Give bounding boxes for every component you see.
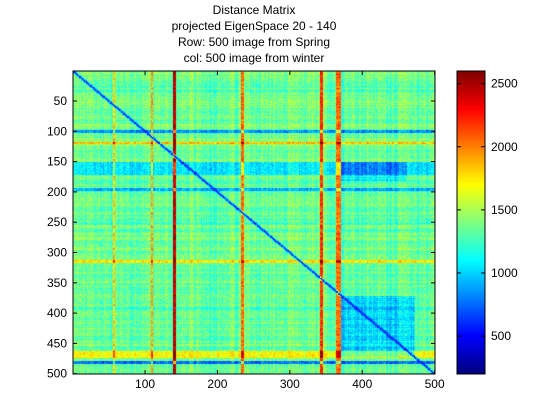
heatmap-image [73, 71, 435, 374]
colorbar-frame [456, 70, 486, 375]
x-tick-label: 500 [425, 377, 445, 391]
x-tick-label: 400 [352, 377, 372, 391]
y-tick-label: 400 [47, 306, 67, 320]
heatmap-plot-area: 100 200 300 400 500 50 100 150 200 250 300 350 400 4… [47, 70, 445, 391]
title-line-1: Distance Matrix [213, 3, 296, 17]
y-tick-label: 450 [47, 336, 67, 350]
chart-title: Distance Matrix projected EigenSpace 20 … [172, 3, 337, 65]
colorbar-axis: 500 1000 1500 2000 2500 [457, 77, 518, 343]
y-axis: 50 100 150 200 250 300 350 400 450 500 [47, 94, 435, 381]
colorbar-tick-label: 1000 [491, 266, 518, 280]
colorbar: 500 1000 1500 2000 2500 [456, 70, 518, 375]
y-tick-label: 300 [47, 245, 67, 259]
y-tick-label: 100 [47, 124, 67, 138]
y-tick-label: 150 [47, 155, 67, 169]
y-tick-label: 350 [47, 276, 67, 290]
y-tick-label: 200 [47, 185, 67, 199]
colorbar-image-container [457, 71, 485, 374]
title-line-2: projected EigenSpace 20 - 140 [172, 19, 337, 33]
colorbar-tick-label: 2000 [491, 140, 518, 154]
y-tick-label: 250 [47, 215, 67, 229]
colorbar-tick-label: 2500 [491, 77, 518, 91]
y-tick-label: 50 [54, 94, 68, 108]
title-line-3: Row: 500 image from Spring [178, 35, 330, 49]
x-tick-label: 300 [280, 377, 300, 391]
x-tick-label: 200 [207, 377, 227, 391]
y-tick-label: 500 [47, 367, 67, 381]
title-line-4: col: 500 image from winter [184, 51, 325, 65]
x-axis: 100 200 300 400 500 [135, 71, 445, 391]
x-tick-label: 100 [135, 377, 155, 391]
colorbar-gradient [457, 71, 485, 374]
heatmap-image-container [73, 71, 435, 374]
colorbar-tick-label: 500 [491, 329, 511, 343]
colorbar-tick-label: 1500 [491, 203, 518, 217]
